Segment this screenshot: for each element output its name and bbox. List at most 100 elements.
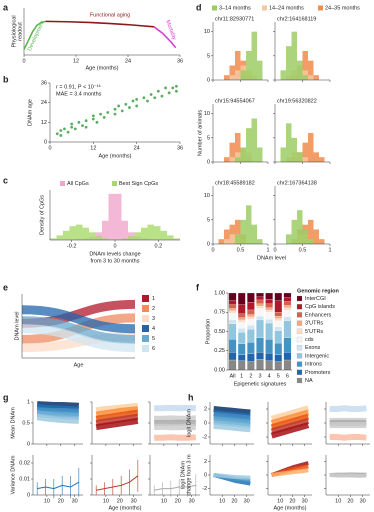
bar [235, 152, 241, 162]
trajectory [213, 406, 251, 416]
bar [240, 147, 246, 162]
legend-label: Enhancers [305, 312, 332, 318]
x-tick-label: 10 [219, 498, 225, 504]
y-tick-label: 1 [27, 399, 30, 405]
trajectory [270, 418, 310, 435]
point [160, 94, 164, 98]
bar-segment [265, 319, 273, 324]
point [84, 125, 88, 129]
bar [313, 229, 319, 244]
point [99, 112, 102, 116]
legend-swatch [142, 335, 149, 342]
bar [147, 224, 154, 240]
trajectory [36, 404, 79, 413]
bar [224, 239, 230, 244]
bar [246, 51, 252, 80]
bar [76, 224, 83, 240]
x-tick-label: 0.5 [237, 247, 245, 253]
trajectory [95, 413, 139, 426]
x-tick-label: 0 [48, 145, 51, 151]
y-tick-label: 0.02 [19, 460, 30, 466]
bar [121, 238, 128, 240]
bar-segment [228, 304, 237, 309]
x-tick-label: 20 [117, 498, 123, 504]
trajectory [270, 409, 310, 426]
bar-segment [274, 354, 283, 362]
point [91, 114, 95, 118]
y-tick-label: 5 [207, 53, 210, 59]
bar-segment [283, 359, 292, 371]
curve-label: Functional aging [90, 12, 130, 18]
y-axis-label: DNAm age [27, 99, 33, 126]
panel-label: c [3, 175, 8, 185]
y-tick-label: 0.25 [214, 348, 225, 354]
annotation: r = 0.91, P < 10⁻¹⁶ [56, 83, 101, 90]
trajectory [213, 414, 251, 424]
bar [229, 65, 235, 80]
bar-segment [247, 309, 255, 315]
x-tick-label: 10 [335, 498, 341, 504]
x-tick-label: 30 [244, 498, 250, 504]
bar-segment [265, 299, 273, 304]
point [106, 111, 110, 114]
bar [291, 31, 297, 81]
legend-swatch [296, 353, 303, 359]
x-tick-label: 24 [125, 58, 131, 64]
bar [141, 227, 148, 240]
bar [224, 229, 230, 244]
bar [313, 75, 319, 80]
x-tick-label: 0 [22, 58, 25, 64]
bar-segment [274, 330, 283, 344]
legend-label: Intergenic [305, 353, 329, 359]
bar-segment [228, 312, 237, 321]
point [59, 134, 63, 137]
bar [246, 128, 252, 162]
trajectory [36, 407, 79, 417]
legend-label: 3–14 months [219, 5, 251, 11]
y-axis-label: Mean DNAm [10, 407, 16, 439]
trajectory [95, 406, 139, 418]
trajectory [213, 410, 251, 420]
bar-segment [256, 337, 264, 353]
y-tick-label: 0.01 [19, 476, 30, 482]
bar-segment [228, 292, 237, 301]
x-tick-label: 12 [90, 145, 96, 151]
y-axis-label: logit DNAm [180, 461, 186, 489]
x-tick-label: 24 [134, 145, 140, 151]
y-tick-label: 0.50 [214, 329, 225, 335]
y-tick-label: 10 [204, 193, 210, 199]
x-axis-label: Age (months) [85, 65, 118, 71]
bar-segment [237, 328, 246, 333]
y-tick-label: 0 [204, 420, 207, 426]
x-tick-label: 5 [277, 373, 280, 379]
bar [167, 235, 174, 240]
x-tick-label: 10 [103, 498, 109, 504]
point [135, 104, 139, 108]
bar [229, 75, 235, 80]
legend-label: 4 [152, 326, 155, 332]
legend-swatch [142, 345, 149, 352]
bar [128, 236, 135, 240]
bar [240, 219, 246, 244]
legend-swatch [296, 312, 303, 318]
legend-swatch [142, 295, 149, 302]
bar [302, 75, 308, 80]
bar [257, 60, 263, 80]
bar-segment [274, 326, 283, 331]
legend-label: InterCGI [305, 296, 326, 302]
bar [308, 133, 314, 162]
bar-segment [237, 317, 246, 321]
legend-swatch [296, 361, 303, 367]
y-tick-label: 2 [204, 459, 207, 465]
point [73, 127, 77, 131]
annotation: MAE = 3.4 months [56, 91, 102, 97]
x-tick-label: -0.2 [67, 243, 76, 249]
bar [115, 193, 122, 240]
point [174, 89, 178, 93]
bar-segment [265, 309, 273, 313]
trajectory [270, 422, 310, 439]
curve [23, 20, 46, 50]
bar [235, 234, 241, 244]
point [117, 104, 121, 108]
